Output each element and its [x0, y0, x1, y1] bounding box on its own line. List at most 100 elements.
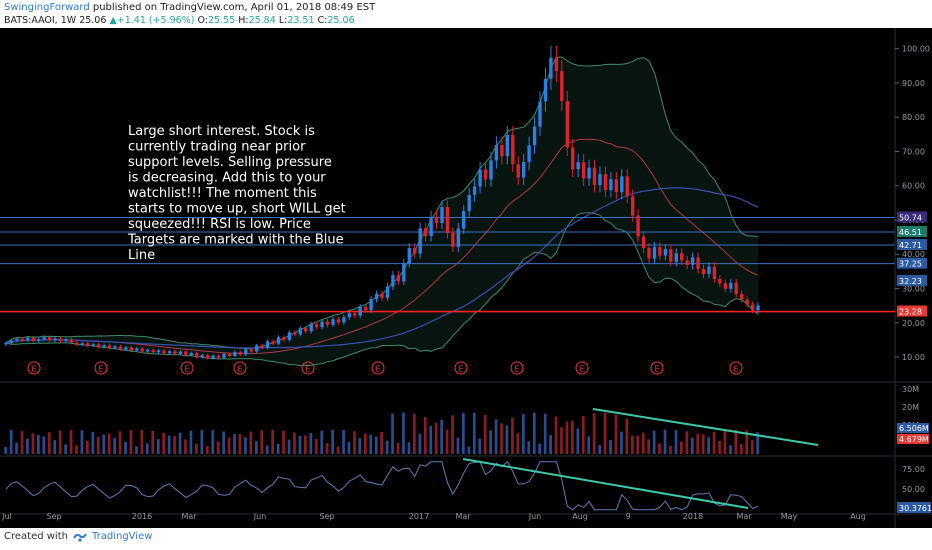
- earnings-label: E: [184, 365, 189, 374]
- earnings-icon: [575, 361, 589, 375]
- candle: [429, 216, 433, 237]
- time-tick-label: Mar: [181, 512, 197, 521]
- price-badge-label: 37.25: [899, 260, 922, 269]
- candle: [440, 207, 444, 224]
- volume-bar: [707, 437, 710, 454]
- volume-bar: [456, 437, 460, 454]
- volume-bar: [255, 441, 258, 454]
- rsi-badge-label: 30.3761: [899, 504, 932, 513]
- volume-bar: [331, 429, 334, 454]
- candle: [80, 343, 84, 345]
- volume-bar: [156, 439, 160, 454]
- candle: [37, 339, 41, 341]
- candle: [576, 162, 580, 170]
- candle: [47, 337, 52, 341]
- last-price: 25.06: [79, 15, 107, 26]
- price-badge-label: 42.71: [899, 241, 922, 250]
- volume-bar: [369, 434, 373, 454]
- volume-bar: [195, 443, 198, 454]
- candle: [15, 338, 19, 341]
- time-tick-label: Aug: [572, 512, 588, 521]
- earnings-label: E: [31, 365, 36, 374]
- earnings-icon: [371, 361, 385, 375]
- earnings-icon: [729, 361, 743, 375]
- candle: [581, 162, 586, 179]
- volume-bar: [314, 438, 318, 454]
- price-badge: [897, 225, 927, 237]
- candle: [162, 350, 166, 354]
- symbol-label: BATS:AAOI, 1W: [4, 15, 77, 26]
- volume-bar: [750, 439, 754, 454]
- volume-bar: [64, 444, 67, 454]
- time-tick-label: May: [781, 512, 798, 521]
- volume-badge: [897, 434, 929, 444]
- volume-bar: [560, 427, 563, 454]
- volume-bar: [364, 433, 367, 454]
- candle: [156, 350, 161, 353]
- candle: [342, 317, 346, 323]
- candle: [669, 249, 673, 262]
- volume-bar: [91, 431, 95, 454]
- candle: [189, 352, 193, 356]
- candle: [707, 266, 711, 275]
- tradingview-brand[interactable]: TradingView: [91, 531, 153, 542]
- volume-bar: [472, 412, 476, 454]
- candle: [625, 176, 629, 197]
- candle: [244, 349, 248, 355]
- candle: [538, 101, 542, 127]
- candle: [113, 346, 117, 349]
- candle: [647, 248, 651, 259]
- volume-bar: [80, 430, 84, 454]
- candle: [42, 337, 46, 340]
- candle: [167, 351, 172, 354]
- candle: [663, 249, 668, 256]
- rsi-trendline: [462, 458, 749, 509]
- candle: [298, 328, 302, 335]
- volume-bar: [712, 431, 716, 454]
- volume-bar: [592, 413, 596, 454]
- volume-bar: [636, 435, 640, 454]
- candle: [320, 321, 324, 328]
- volume-bar: [614, 414, 618, 454]
- candle: [385, 286, 390, 298]
- band-fill: [6, 57, 758, 366]
- earnings-icon: [650, 361, 664, 375]
- volume-bar: [609, 440, 612, 454]
- time-tick-label: 9: [625, 512, 630, 521]
- candle: [265, 341, 270, 348]
- time-tick-label: Sep: [319, 512, 334, 521]
- earnings-label: E: [375, 365, 380, 374]
- candle: [696, 257, 700, 269]
- candle: [238, 351, 242, 355]
- volume-bar: [631, 435, 634, 454]
- close-value: 25.06: [327, 15, 355, 26]
- candle: [685, 260, 689, 265]
- earnings-label: E: [733, 365, 738, 374]
- volume-bar: [167, 435, 171, 454]
- volume-bar: [146, 443, 149, 454]
- candle: [102, 345, 106, 348]
- candle: [718, 278, 722, 284]
- candle: [369, 299, 373, 311]
- candle: [271, 341, 275, 344]
- candle: [652, 247, 657, 259]
- candle: [211, 355, 215, 359]
- candle: [407, 248, 411, 264]
- volume-bar: [37, 434, 40, 454]
- candle: [282, 337, 286, 340]
- candle: [26, 337, 30, 341]
- volume-bar: [200, 429, 204, 454]
- volume-bar: [31, 433, 35, 454]
- candle: [467, 195, 471, 212]
- candle: [554, 57, 559, 71]
- time-tick-label: Mar: [736, 512, 752, 521]
- price-tick-label: 70.00: [902, 147, 925, 156]
- time-tick-label: 2018: [683, 512, 703, 521]
- author-link[interactable]: SwingingForward: [4, 2, 90, 13]
- volume-trendline: [592, 408, 819, 446]
- candle: [31, 337, 35, 341]
- candle: [347, 313, 351, 318]
- volume-bar: [729, 445, 732, 454]
- volume-bar: [358, 438, 362, 454]
